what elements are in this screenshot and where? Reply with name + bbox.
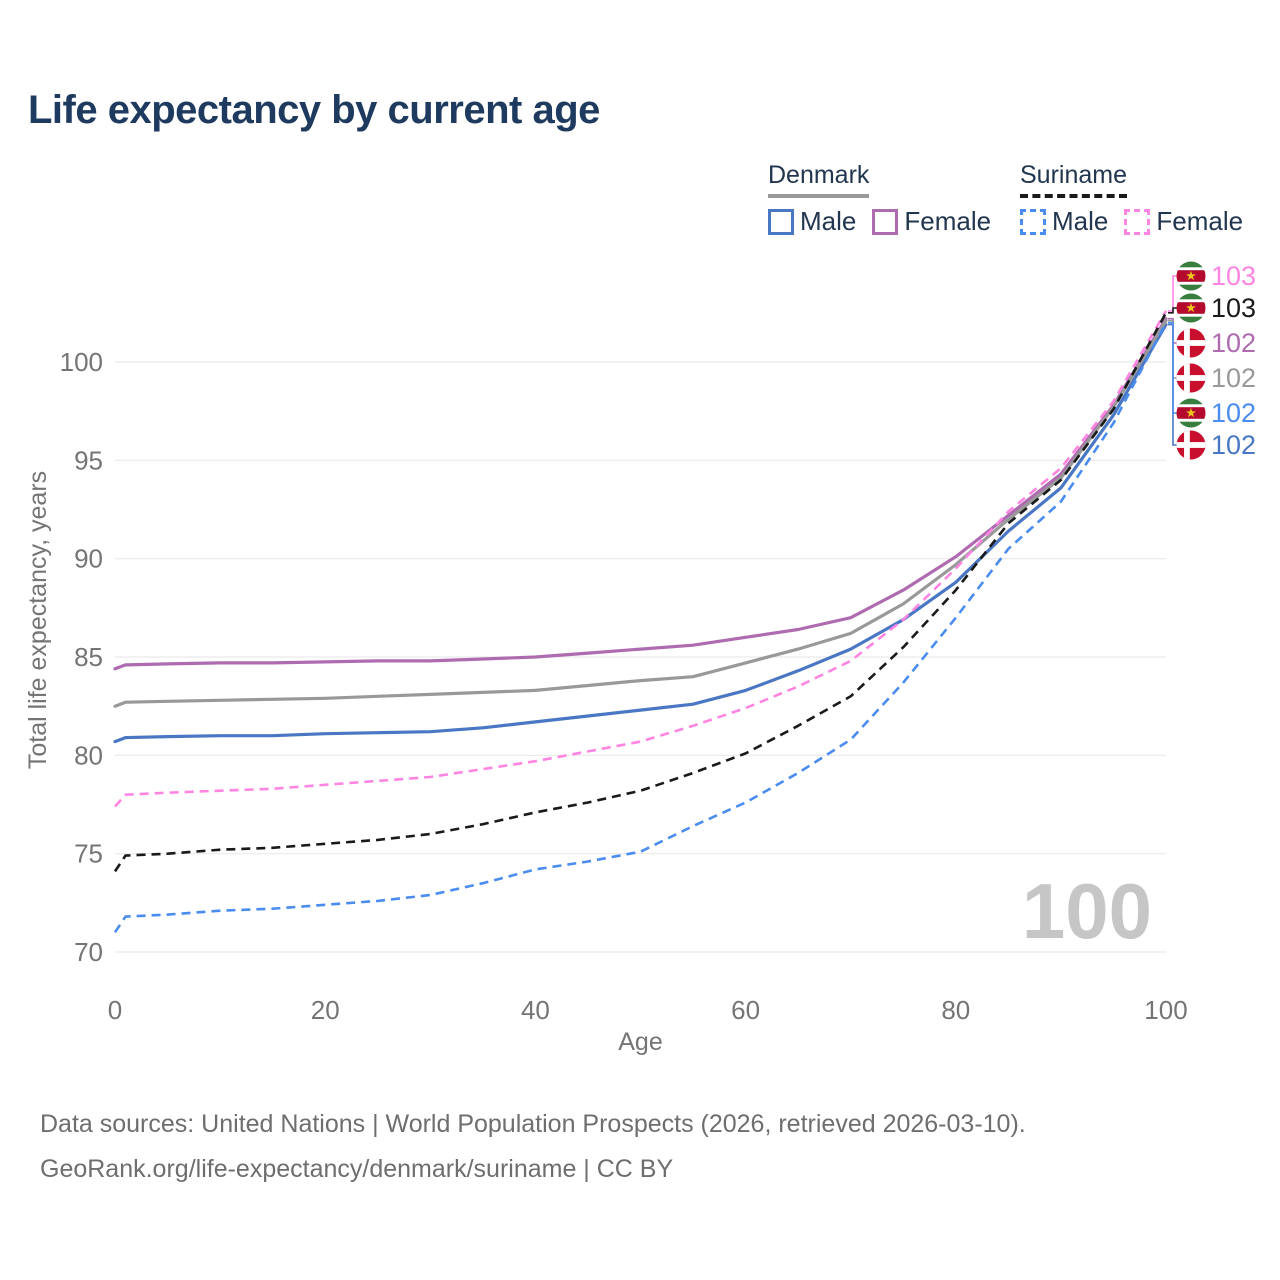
suriname-flag-icon-suriname-female [1176,261,1206,291]
legend-item-suriname-male[interactable]: Male [1020,206,1108,237]
suriname-flag-icon-suriname-both-sexes [1176,293,1206,323]
x-tick-label-0: 0 [108,995,122,1025]
legend-item-denmark-female[interactable]: Female [872,206,991,237]
y-tick-label-85: 85 [74,642,103,672]
footer-sources: Data sources: United Nations | World Pop… [40,1110,1026,1138]
x-tick-label-80: 80 [941,995,970,1025]
suriname-female-swatch-icon [1124,208,1151,235]
denmark-flag-icon-denmark-male [1176,430,1206,460]
y-tick-label-75: 75 [74,839,103,869]
end-value-label-denmark-female: 102 [1211,328,1256,358]
series-line-denmark-both-sexes[interactable] [113,319,1168,708]
end-value-label-denmark-male: 102 [1211,430,1256,460]
legend-item-label: Male [1052,206,1109,236]
legend-item-label: Male [800,206,857,236]
series-line-suriname-both-sexes[interactable] [113,312,1168,873]
denmark-male-swatch-icon [768,208,794,235]
series-line-suriname-female[interactable] [114,310,1168,808]
legend-item-denmark-male[interactable]: Male [768,206,856,237]
y-tick-label-70: 70 [74,937,103,967]
leader-line-suriname-both-sexes [1168,307,1177,314]
suriname-flag-icon-suriname-male [1176,398,1206,428]
y-tick-label-90: 90 [74,544,103,574]
leader-line-suriname-male [1168,321,1177,414]
x-tick-label-20: 20 [311,995,340,1025]
legend-items-denmark: Male Female [768,206,991,237]
denmark-flag-icon-denmark-both-sexes [1176,363,1206,393]
denmark-flag-icon-denmark-female [1176,328,1206,358]
leader-line-suriname-female [1168,275,1177,312]
end-value-label-suriname-both-sexes: 103 [1211,293,1256,323]
legend-group-suriname: Suriname Male Female [1020,161,1243,237]
legend-group-denmark: Denmark Male Female [768,161,991,237]
denmark-female-swatch-icon [872,208,899,235]
end-value-label-suriname-male: 102 [1211,398,1256,428]
series-line-denmark-female[interactable] [113,317,1168,671]
y-tick-label-95: 95 [74,445,103,475]
y-tick-label-100: 100 [60,347,103,377]
y-tick-label-80: 80 [74,740,103,770]
suriname-male-swatch-icon [1020,208,1046,235]
legend-items-suriname: Male Female [1020,206,1243,237]
x-tick-label-40: 40 [521,995,550,1025]
footer-attribution: GeoRank.org/life-expectancy/denmark/suri… [40,1155,674,1183]
x-tick-label-100: 100 [1144,995,1187,1025]
y-axis-title: Total life expectancy, years [24,471,52,769]
age-counter-watermark: 100 [1021,867,1152,955]
footer: Data sources: United Nations | World Pop… [40,1102,1026,1192]
legend-item-label: Female [1156,206,1244,236]
legend-header-suriname[interactable]: Suriname [1020,161,1127,198]
legend-header-denmark[interactable]: Denmark [768,161,870,198]
series-line-suriname-male[interactable] [113,322,1168,934]
page-title: Life expectancy by current age [28,88,600,132]
legend-item-label: Female [904,206,992,236]
end-value-label-suriname-female: 103 [1211,261,1256,291]
legend-item-suriname-female[interactable]: Female [1124,206,1243,237]
x-tick-label-60: 60 [731,995,760,1025]
x-axis-title: Age [618,1028,662,1056]
end-value-label-denmark-both-sexes: 102 [1211,363,1256,393]
